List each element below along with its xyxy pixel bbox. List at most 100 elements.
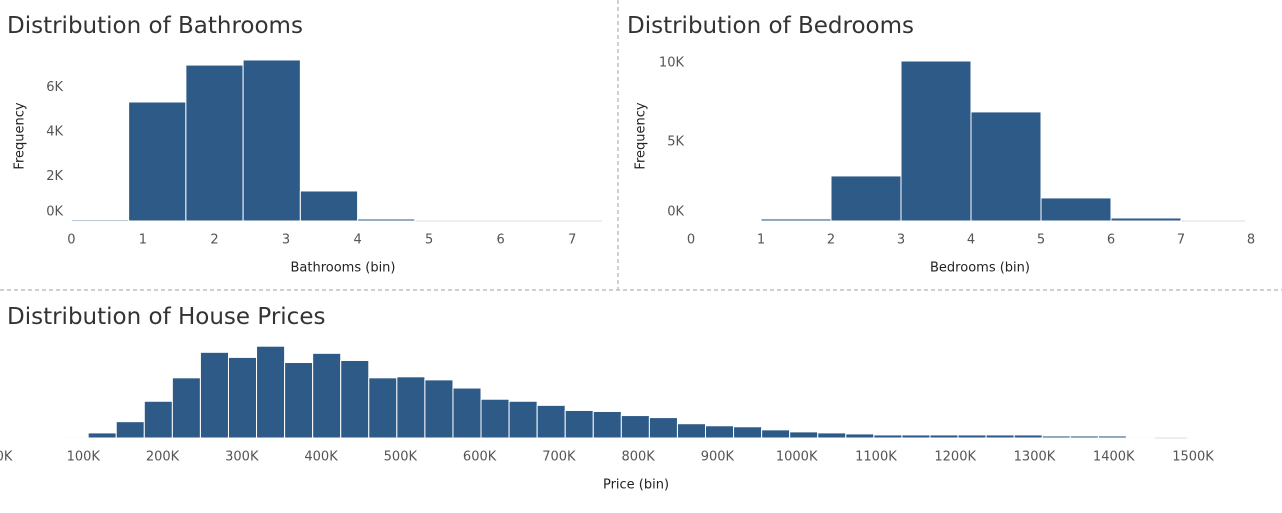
x-tick-label: 400K (304, 450, 338, 465)
bar (1040, 197, 1112, 222)
bar (901, 434, 931, 439)
bar (1125, 436, 1155, 439)
bar (817, 432, 847, 439)
bar (70, 219, 130, 222)
x-axis-title: Bedrooms (bin) (930, 261, 1030, 276)
x-axis-title: Price (bin) (603, 478, 669, 493)
x-tick-label: 200K (146, 450, 180, 465)
x-tick-label: 4 (967, 233, 975, 248)
x-tick-label: 0K (0, 450, 13, 465)
x-tick-label: 3 (282, 233, 290, 248)
bar (128, 101, 187, 222)
bar (929, 434, 959, 439)
bar (368, 377, 398, 439)
x-tick-label: 5 (1037, 233, 1045, 248)
bar (1041, 435, 1071, 439)
x-tick-label: 1000K (776, 450, 818, 465)
bar (424, 379, 454, 439)
bar (199, 351, 229, 439)
bar (845, 433, 875, 439)
bar (508, 400, 538, 439)
bar (1013, 434, 1043, 439)
bar (676, 423, 707, 439)
x-tick-label: 0 (67, 233, 75, 248)
bar (312, 352, 342, 439)
x-tick-label: 5 (425, 233, 433, 248)
x-tick-label: 2 (827, 233, 835, 248)
x-tick-label: 3 (897, 233, 905, 248)
x-axis-title: Bathrooms (bin) (290, 261, 395, 276)
y-axis-title: Frequency (634, 102, 649, 169)
y-tick-label: 6K (46, 80, 63, 95)
bar (705, 425, 735, 439)
y-tick-label: 2K (46, 169, 63, 184)
bar (789, 431, 819, 439)
bar (340, 359, 370, 439)
bar (564, 409, 594, 439)
bar (59, 436, 89, 439)
y-tick-label: 0K (46, 205, 63, 220)
bar (900, 60, 972, 222)
bar (1110, 217, 1182, 222)
x-tick-label: 700K (542, 450, 576, 465)
bar (985, 434, 1015, 439)
bar (620, 415, 650, 439)
bar (171, 377, 201, 439)
bar (299, 190, 359, 222)
chart-title: Distribution of Bathrooms (7, 13, 303, 39)
x-tick-label: 500K (384, 450, 418, 465)
bar (1097, 435, 1127, 439)
bar (87, 432, 117, 439)
bar (480, 398, 510, 439)
chart-title: Distribution of Bedrooms (627, 13, 914, 39)
x-tick-label: 7 (1177, 233, 1185, 248)
y-axis-title: Frequency (13, 102, 28, 169)
bar (242, 59, 301, 222)
y-tick-label: 0K (667, 205, 684, 220)
bar (227, 356, 258, 439)
bar (957, 434, 987, 439)
x-tick-label: 900K (701, 450, 735, 465)
x-tick-label: 1500K (1172, 450, 1214, 465)
bar (1069, 435, 1099, 439)
x-tick-label: 8 (1247, 233, 1255, 248)
x-tick-label: 1200K (934, 450, 976, 465)
x-tick-label: 7 (568, 233, 576, 248)
y-tick-label: 5K (667, 134, 684, 149)
x-tick-label: 6 (1107, 233, 1115, 248)
bar (284, 362, 314, 439)
x-tick-label: 6 (497, 233, 505, 248)
x-tick-label: 1300K (1014, 450, 1056, 465)
chart-title: Distribution of House Prices (7, 304, 325, 330)
x-tick-label: 600K (463, 450, 497, 465)
y-tick-label: 4K (46, 125, 63, 140)
bar (830, 175, 902, 222)
x-tick-label: 4 (353, 233, 361, 248)
bar (357, 218, 416, 222)
x-tick-label: 800K (621, 450, 655, 465)
bar (256, 345, 286, 439)
bar (873, 434, 903, 439)
bar (592, 410, 622, 439)
x-tick-label: 300K (225, 450, 259, 465)
y-tick-label: 10K (659, 55, 685, 70)
bar (733, 426, 763, 439)
bar (185, 64, 244, 222)
bar (970, 111, 1042, 222)
bar (143, 400, 173, 439)
bar (115, 421, 145, 439)
x-tick-label: 1 (757, 233, 765, 248)
bar (396, 376, 426, 439)
bar (452, 387, 482, 439)
bar (761, 429, 791, 439)
x-tick-label: 100K (67, 450, 101, 465)
bar (760, 218, 832, 222)
x-tick-label: 1100K (855, 450, 897, 465)
bar (536, 404, 566, 439)
x-tick-label: 1 (139, 233, 147, 248)
bar (648, 417, 678, 439)
x-tick-label: 0 (687, 233, 695, 248)
x-tick-label: 1400K (1093, 450, 1135, 465)
x-tick-label: 2 (210, 233, 218, 248)
